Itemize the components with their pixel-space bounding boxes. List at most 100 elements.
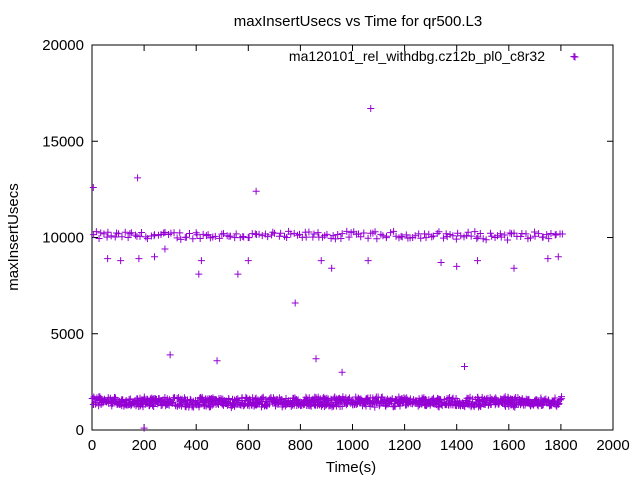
data-point xyxy=(464,228,472,236)
data-point-outlier xyxy=(234,270,242,278)
data-point-outlier xyxy=(252,187,260,195)
data-point-outlier xyxy=(166,351,174,359)
data-point xyxy=(545,396,553,404)
data-point xyxy=(451,398,459,406)
data-point xyxy=(107,232,115,240)
data-point xyxy=(411,232,419,240)
data-point xyxy=(442,230,450,238)
data-point xyxy=(127,229,135,237)
legend-marker xyxy=(571,53,579,61)
data-point xyxy=(270,229,278,237)
data-point xyxy=(197,394,205,402)
data-point xyxy=(104,228,112,236)
data-point xyxy=(473,234,481,242)
data-point xyxy=(216,234,224,242)
data-point-outlier xyxy=(213,357,221,365)
data-point xyxy=(526,234,534,242)
data-point xyxy=(435,228,443,236)
data-point xyxy=(510,229,518,237)
data-point xyxy=(124,233,132,241)
data-point xyxy=(193,231,201,239)
data-point xyxy=(479,235,487,243)
data-point xyxy=(364,234,372,242)
x-tick-label: 800 xyxy=(288,437,313,454)
x-tick-label: 1400 xyxy=(440,437,473,454)
data-point xyxy=(428,233,436,241)
data-point xyxy=(160,229,168,237)
axis-ticks: 0 200 400 600 800 1000 1200 1400 1600 1800 2000050… xyxy=(42,37,629,454)
data-point xyxy=(463,232,471,240)
data-point xyxy=(186,230,194,238)
data-point xyxy=(522,230,530,238)
data-point xyxy=(390,227,398,235)
data-point xyxy=(97,229,105,237)
data-point xyxy=(488,232,496,240)
data-point xyxy=(556,396,564,404)
data-point xyxy=(525,395,533,403)
data-point-outlier xyxy=(461,362,469,370)
data-point xyxy=(543,231,551,239)
data-point xyxy=(258,232,266,240)
data-point xyxy=(397,232,405,240)
data-point-outlier xyxy=(328,264,336,272)
data-point xyxy=(467,232,475,240)
data-point xyxy=(474,233,482,241)
data-point xyxy=(143,235,151,243)
x-axis-label: Time(s) xyxy=(326,459,376,476)
legend-marker-symbol xyxy=(571,53,579,61)
data-point xyxy=(539,233,547,241)
data-point-outlier xyxy=(89,183,97,191)
data-point xyxy=(439,234,447,242)
data-point xyxy=(396,402,404,410)
x-tick-label: 600 xyxy=(236,437,261,454)
data-point-outlier xyxy=(117,257,125,265)
data-point xyxy=(369,394,377,402)
data-point xyxy=(151,231,159,239)
data-point xyxy=(103,233,111,241)
data-point xyxy=(352,400,360,408)
data-point xyxy=(428,395,436,403)
data-point xyxy=(535,230,543,238)
data-point xyxy=(360,229,368,237)
data-point-outlier xyxy=(453,262,461,270)
data-point xyxy=(269,228,277,236)
data-point xyxy=(234,395,242,403)
chart-title: maxInsertUsecs vs Time for qr500.L3 xyxy=(234,13,482,30)
x-tick-label: 1600 xyxy=(492,437,525,454)
data-point-outlier xyxy=(291,299,299,307)
data-point-outlier xyxy=(474,257,482,265)
data-point xyxy=(388,395,396,403)
data-point xyxy=(486,229,494,237)
data-point xyxy=(457,232,465,240)
data-point xyxy=(314,229,322,237)
data-point xyxy=(323,230,331,238)
x-tick-label: 200 xyxy=(132,437,157,454)
data-point xyxy=(417,234,425,242)
data-point xyxy=(438,401,446,409)
x-tick-label: 2000 xyxy=(596,437,629,454)
data-points xyxy=(88,53,578,432)
data-point-outlier xyxy=(195,270,203,278)
data-point xyxy=(449,232,457,240)
data-point xyxy=(338,230,346,238)
data-point xyxy=(383,232,391,240)
data-point-outlier xyxy=(135,255,143,263)
data-point-outlier xyxy=(367,105,375,113)
data-point xyxy=(429,232,437,240)
data-point xyxy=(92,228,100,236)
data-point xyxy=(161,228,169,236)
data-point xyxy=(100,230,108,238)
data-point xyxy=(219,230,227,238)
data-point xyxy=(452,235,460,243)
data-point xyxy=(142,233,150,241)
data-point-outlier xyxy=(338,368,346,376)
data-point xyxy=(334,230,342,238)
data-point xyxy=(557,395,565,403)
y-tick-label: 0 xyxy=(76,422,84,439)
data-point xyxy=(211,232,219,240)
data-point xyxy=(517,232,525,240)
data-point xyxy=(387,229,395,237)
data-point xyxy=(504,236,512,244)
data-point xyxy=(433,229,441,237)
